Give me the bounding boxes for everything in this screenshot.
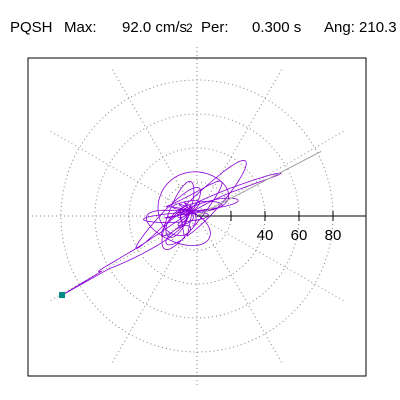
period-label: Per:: [201, 19, 229, 36]
tick-label-80: 80: [325, 227, 342, 244]
max-value-number: 92.0 cm/s: [122, 19, 188, 36]
spoke-150deg: [49, 130, 198, 217]
trace-group: [61, 160, 282, 296]
angle-value: 210.3: [359, 19, 397, 36]
spoke-120deg: [111, 68, 198, 217]
max-value: 92.0 cm/s 2: [122, 18, 193, 38]
spoke-330deg: [196, 215, 345, 302]
peak-marker: [59, 292, 66, 299]
particle-motion-trace: [61, 160, 282, 296]
angle-label: Ang:: [324, 19, 355, 36]
spoke-240deg: [111, 215, 198, 364]
orientation-line: [196, 150, 322, 217]
spoke-210deg: [49, 215, 198, 302]
axis-group: 40 60 80: [59, 150, 366, 299]
tick-label-40: 40: [257, 227, 274, 244]
period-value: 0.300 s: [252, 19, 302, 36]
max-unit-exponent: 2: [186, 21, 193, 35]
spoke-30deg: [196, 130, 345, 217]
spoke-300deg: [196, 215, 283, 364]
tick-label-60: 60: [291, 227, 308, 244]
station-name: PQSH: [10, 19, 53, 36]
angle-readout: Ang: 210.3: [324, 18, 397, 38]
chart-header: PQSH Max: 92.0 cm/s 2 Per: 0.300 s Ang: 2…: [10, 18, 400, 38]
max-label: Max:: [64, 19, 97, 36]
spoke-60deg: [196, 68, 283, 217]
